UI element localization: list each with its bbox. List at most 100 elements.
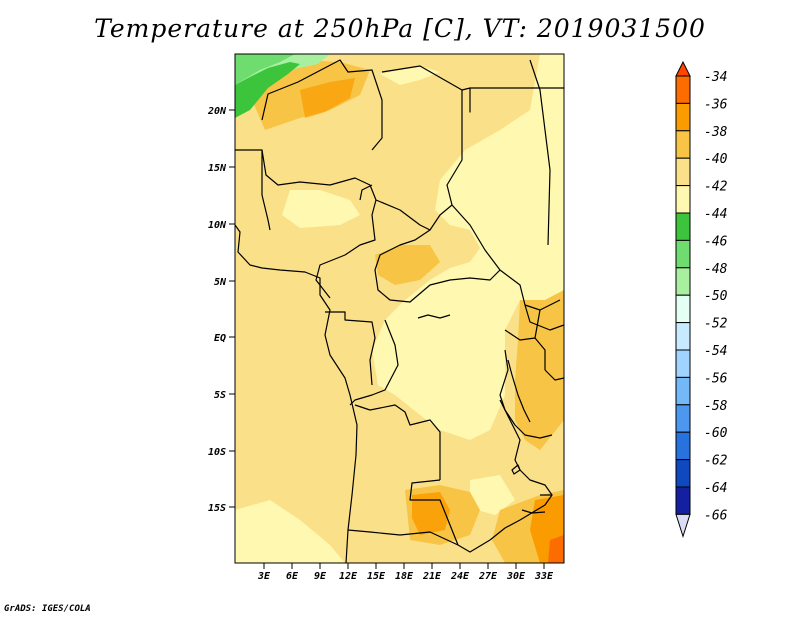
lon-label: 12E bbox=[339, 571, 358, 582]
colorbar-arrow-top bbox=[675, 60, 691, 77]
lake-3 bbox=[511, 464, 521, 475]
colorbar-segment bbox=[675, 431, 691, 461]
credit-text: GrADS: IGES/COLA bbox=[4, 604, 91, 614]
colorbar-label: -44 bbox=[704, 207, 727, 222]
field-warmer-north bbox=[300, 78, 355, 118]
lon-label: 21E bbox=[422, 571, 442, 582]
colorbar-label: -54 bbox=[704, 344, 727, 359]
border-2 bbox=[235, 149, 377, 201]
border-19 bbox=[544, 369, 564, 381]
border-12 bbox=[347, 529, 491, 553]
colorbar-label: -58 bbox=[704, 399, 728, 414]
colorbar-label: -48 bbox=[704, 262, 728, 277]
border-20 bbox=[375, 199, 431, 231]
border-10 bbox=[354, 404, 441, 480]
lon-label: 27E bbox=[478, 571, 498, 582]
colorbar-segment bbox=[675, 130, 691, 159]
colorbar-segment bbox=[675, 212, 691, 241]
colorbar-label: -42 bbox=[704, 180, 728, 195]
lon-label: 33E bbox=[534, 571, 554, 582]
colorbar-segment bbox=[675, 185, 691, 214]
field-green-dark bbox=[235, 62, 300, 118]
colorbar-segment bbox=[675, 294, 691, 324]
border-6 bbox=[374, 204, 501, 303]
colorbar-segment bbox=[675, 102, 691, 132]
border-17 bbox=[534, 309, 541, 339]
lon-label: 15E bbox=[367, 571, 386, 582]
colorbar-label: -34 bbox=[704, 70, 727, 85]
field-cold-band bbox=[372, 54, 564, 440]
colorbar-label: -38 bbox=[704, 125, 728, 140]
colorbar-label: -36 bbox=[704, 97, 728, 112]
colorbar-label: -60 bbox=[704, 426, 728, 441]
border-23 bbox=[359, 184, 373, 201]
colorbar-labels: -34 -36 -38 -40 -42 -44 -46 -48 -50 -52 -54 -56 -58 -… bbox=[704, 70, 728, 523]
field-cold-north bbox=[380, 66, 440, 85]
coastline-west bbox=[235, 224, 358, 563]
lat-ticks bbox=[229, 109, 235, 508]
field-warmest-corner bbox=[548, 535, 564, 563]
border-5 bbox=[315, 199, 377, 299]
border-11 bbox=[409, 479, 459, 546]
colorbar-arrow-bottom bbox=[675, 513, 691, 539]
field-warm-center-east bbox=[375, 245, 440, 285]
border-9 bbox=[349, 319, 399, 406]
temperature-field bbox=[235, 54, 564, 563]
field-cold-southwest bbox=[235, 500, 345, 563]
lake-2 bbox=[507, 359, 531, 423]
colorbar-segment bbox=[675, 322, 691, 351]
colorbar-segment bbox=[675, 75, 691, 104]
lat-label: 15N bbox=[208, 163, 227, 174]
colorbar-segment bbox=[675, 267, 691, 296]
lon-ticks bbox=[263, 563, 545, 569]
border-18 bbox=[499, 349, 553, 439]
lat-label: 10S bbox=[208, 447, 226, 458]
border-21 bbox=[261, 150, 271, 231]
border-8 bbox=[325, 311, 376, 386]
lon-label: 18E bbox=[395, 571, 414, 582]
colorbar-segment bbox=[675, 376, 691, 406]
colorbar-label: -52 bbox=[704, 317, 728, 332]
border-4 bbox=[461, 87, 564, 113]
map-frame bbox=[234, 53, 565, 564]
lake-1 bbox=[417, 314, 451, 319]
lat-label: 5S bbox=[214, 390, 226, 401]
colorbar-segment bbox=[675, 404, 691, 433]
colorbar-segment bbox=[675, 349, 691, 378]
lake-4 bbox=[521, 509, 546, 514]
chart-title: Temperature at 250hPa [C], VT: 201903150… bbox=[94, 14, 706, 43]
colorbar-segment bbox=[675, 157, 691, 187]
border-1 bbox=[261, 59, 383, 151]
country-borders bbox=[235, 59, 564, 563]
colorbar-label: -56 bbox=[704, 371, 728, 386]
colorbar-label: -62 bbox=[704, 454, 728, 469]
colorbar-segments bbox=[675, 60, 691, 539]
lon-labels: 3E 6E 9E 12E 15E 18E 21E 24E 27E 30E 33E bbox=[257, 571, 554, 582]
field-cold-center bbox=[282, 190, 360, 228]
colorbar-label: -46 bbox=[704, 234, 728, 249]
border-3 bbox=[381, 65, 463, 206]
field-green-light bbox=[235, 54, 295, 85]
lat-label: 10N bbox=[208, 220, 227, 231]
colorbar-label: -66 bbox=[704, 508, 728, 523]
border-22 bbox=[529, 59, 551, 246]
lat-label: 15S bbox=[208, 503, 226, 514]
colorbar-segment bbox=[675, 486, 691, 515]
colorbar-label: -50 bbox=[704, 289, 728, 304]
lon-label: 9E bbox=[314, 571, 327, 582]
border-7 bbox=[451, 204, 561, 311]
lon-label: 24E bbox=[450, 571, 470, 582]
lon-label: 3E bbox=[257, 571, 271, 582]
lat-label: 5N bbox=[214, 277, 227, 288]
field-cold-south bbox=[470, 475, 515, 515]
colorbar-segment bbox=[675, 239, 691, 269]
lon-label: 30E bbox=[506, 571, 526, 582]
colorbar-label: -64 bbox=[704, 481, 727, 496]
colorbar: -34 -36 -38 -40 -42 -44 -46 -48 -50 -52 -54 -56 -58 -… bbox=[675, 60, 728, 539]
lon-label: 6E bbox=[286, 571, 299, 582]
colorbar-segment bbox=[675, 459, 691, 488]
colorbar-label: -40 bbox=[704, 152, 728, 167]
border-16 bbox=[524, 304, 564, 331]
lat-labels: 20N 15N 10N 5N EQ 5S 10S 15S bbox=[207, 106, 227, 514]
